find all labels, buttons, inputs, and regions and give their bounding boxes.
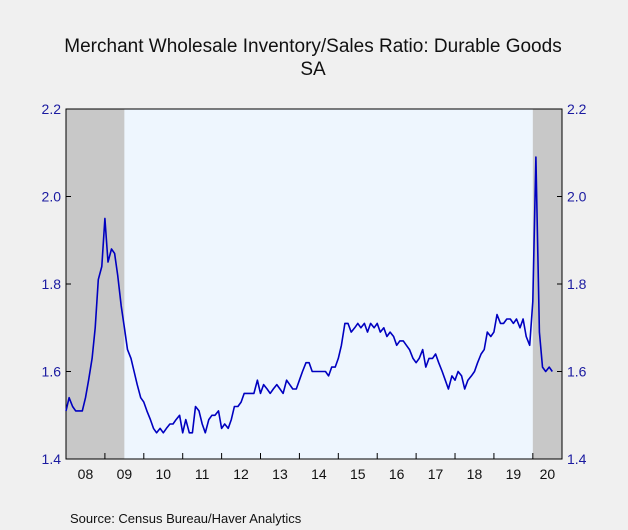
chart-subtitle: SA	[300, 59, 326, 80]
y-tick-label-left: 1.6	[42, 364, 62, 380]
x-tick-label: 11	[195, 466, 210, 482]
y-tick-label-right: 2.0	[567, 189, 587, 205]
x-tick-label: 19	[506, 466, 522, 482]
x-tick-label: 18	[467, 466, 483, 482]
x-tick-label: 16	[389, 466, 405, 482]
source-note: Source: Census Bureau/Haver Analytics	[70, 511, 302, 526]
x-tick-label: 17	[428, 466, 444, 482]
y-tick-label-right: 1.6	[567, 364, 587, 380]
series-line-0	[65, 156, 553, 434]
x-tick-label: 08	[78, 466, 94, 482]
x-tick-label: 12	[233, 466, 249, 482]
y-tick-label-right: 2.2	[567, 101, 587, 117]
x-tick-label: 15	[350, 466, 366, 482]
x-tick-label: 09	[117, 466, 133, 482]
y-tick-label-left: 2.0	[42, 189, 62, 205]
x-tick-label: 20	[540, 466, 556, 482]
plot-background	[66, 109, 562, 459]
plot-area: 1.4 1.4 1.6 1.6 1.8 1.8 2.0 2.0 2.2 2.2 08 09 10 11 12…	[42, 101, 587, 482]
y-tick-label-left: 1.4	[42, 451, 62, 467]
y-tick-label-left: 1.8	[42, 276, 62, 292]
x-tick-label: 14	[311, 466, 327, 482]
y-tick-label-right: 1.4	[567, 451, 587, 467]
recession-band-0	[66, 109, 125, 459]
y-tick-label-left: 2.2	[42, 101, 62, 117]
x-tick-label: 13	[272, 466, 288, 482]
x-tick-label: 10	[155, 466, 171, 482]
chart-title: Merchant Wholesale Inventory/Sales Ratio…	[64, 36, 561, 57]
y-tick-label-right: 1.8	[567, 276, 587, 292]
